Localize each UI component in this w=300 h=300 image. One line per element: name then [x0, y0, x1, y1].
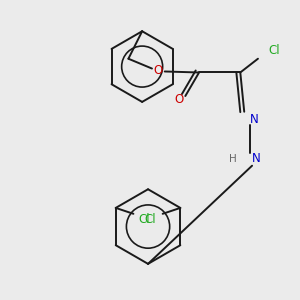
Text: N: N: [252, 152, 261, 165]
Text: N: N: [250, 113, 259, 126]
Text: O: O: [153, 64, 163, 77]
Text: O: O: [175, 93, 184, 106]
Text: Cl: Cl: [144, 213, 156, 226]
Text: H: H: [229, 154, 236, 164]
Text: Cl: Cl: [269, 44, 280, 57]
Text: Cl: Cl: [138, 213, 150, 226]
